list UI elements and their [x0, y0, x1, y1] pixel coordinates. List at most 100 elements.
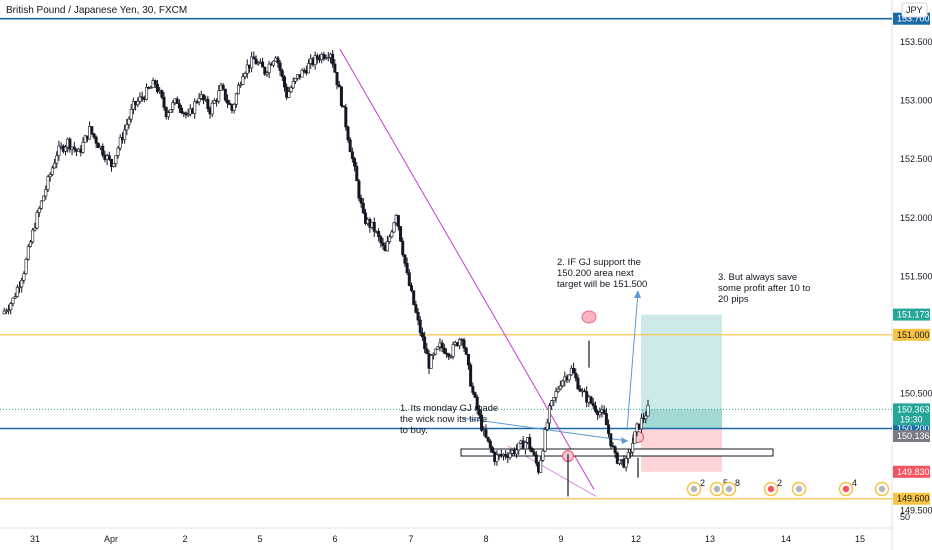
candle — [361, 198, 365, 215]
candle-body — [447, 353, 451, 357]
candle — [228, 100, 232, 105]
candle-body — [68, 138, 72, 150]
candle — [545, 418, 549, 432]
candle — [42, 195, 46, 202]
candle-body — [252, 56, 256, 60]
candle — [241, 73, 245, 85]
candle — [633, 431, 637, 444]
candle — [307, 58, 311, 74]
candle — [125, 118, 129, 136]
candle-body — [175, 98, 179, 104]
candle — [401, 237, 405, 257]
level-tag: 151.000 — [897, 330, 930, 340]
candle — [53, 158, 57, 169]
candle-body — [300, 69, 304, 78]
candle — [166, 110, 170, 120]
candle-body — [534, 454, 538, 464]
candle — [315, 53, 319, 64]
candle-body — [523, 442, 527, 450]
currency-badge-box[interactable] — [901, 2, 928, 18]
candle — [171, 100, 175, 113]
currency-badge[interactable]: JPY — [906, 5, 923, 15]
level-tag: 150.200 — [897, 423, 930, 433]
candle — [153, 79, 157, 89]
candle-body — [504, 453, 508, 457]
economic-event-icon[interactable] — [791, 481, 807, 497]
candle-body — [639, 417, 643, 430]
candle-body — [226, 99, 230, 104]
event-count: 2 — [700, 478, 705, 488]
candle-body — [221, 84, 225, 90]
level-tag-box — [893, 492, 930, 505]
candle-body — [423, 336, 427, 350]
economic-event-icon[interactable]: 4 — [838, 478, 858, 497]
candle — [442, 343, 446, 355]
candle — [313, 51, 317, 70]
candle — [7, 304, 11, 315]
candle — [342, 105, 346, 108]
candle — [35, 209, 39, 230]
candle — [68, 137, 72, 153]
candle-body — [90, 126, 94, 134]
candle-body — [458, 339, 462, 347]
event-dot — [795, 485, 803, 493]
candle — [350, 147, 354, 163]
economic-event-icon[interactable]: 8 — [721, 478, 741, 497]
y-tick-label: 153.000 — [900, 96, 932, 106]
economic-event-icon[interactable]: 2 — [686, 478, 706, 497]
candle-body — [237, 84, 241, 95]
candle — [558, 380, 562, 391]
candle-body — [256, 62, 260, 65]
candle — [92, 133, 96, 140]
candle-body — [201, 94, 205, 101]
economic-event-icon[interactable] — [874, 481, 890, 497]
price-tag-2: 150.136 — [897, 431, 930, 441]
candle — [291, 77, 295, 90]
annotation-note-3: 3. But always save some profit after 10 … — [718, 272, 813, 305]
candle-body — [28, 241, 32, 247]
highlight-ellipse-top[interactable] — [581, 310, 597, 324]
candle — [644, 411, 648, 424]
candle — [254, 55, 258, 65]
candle-body — [138, 96, 142, 102]
candle-body — [515, 449, 519, 455]
candle-body — [528, 437, 532, 449]
candle — [13, 292, 17, 299]
candle-body — [18, 286, 22, 289]
candle-body — [92, 133, 96, 138]
candle — [348, 136, 352, 153]
candle-body — [280, 70, 284, 77]
candle-body — [33, 227, 37, 231]
candle — [447, 352, 451, 361]
candle-body — [337, 84, 341, 88]
candle-body — [598, 412, 602, 416]
horizontal-levels — [0, 17, 892, 500]
candle — [28, 239, 32, 248]
candle — [405, 257, 409, 276]
candle-body — [140, 96, 144, 99]
candle — [466, 353, 470, 370]
candle — [552, 397, 556, 406]
y-tick-label: 149.500 — [900, 505, 932, 515]
candle-body — [412, 290, 416, 305]
candle-body — [355, 165, 359, 182]
candle-body — [50, 167, 54, 175]
candle — [582, 388, 586, 393]
candle — [116, 145, 120, 159]
candle — [94, 135, 98, 148]
candle-body — [263, 66, 267, 75]
candle-body — [462, 339, 466, 349]
economic-event-icon[interactable]: 2 — [763, 478, 783, 497]
candle-body — [613, 446, 617, 454]
candle-body — [245, 64, 249, 74]
candle — [177, 99, 181, 114]
price-tag-3: 149.830 — [897, 467, 930, 477]
candle-body — [392, 222, 396, 233]
candle — [602, 405, 606, 415]
candle — [409, 282, 413, 293]
annotation-note-2: 2. IF GJ support the 150.200 area next t… — [557, 257, 647, 290]
candle-body — [96, 143, 100, 149]
trend-line[interactable] — [339, 48, 595, 490]
candle-body — [206, 98, 210, 110]
